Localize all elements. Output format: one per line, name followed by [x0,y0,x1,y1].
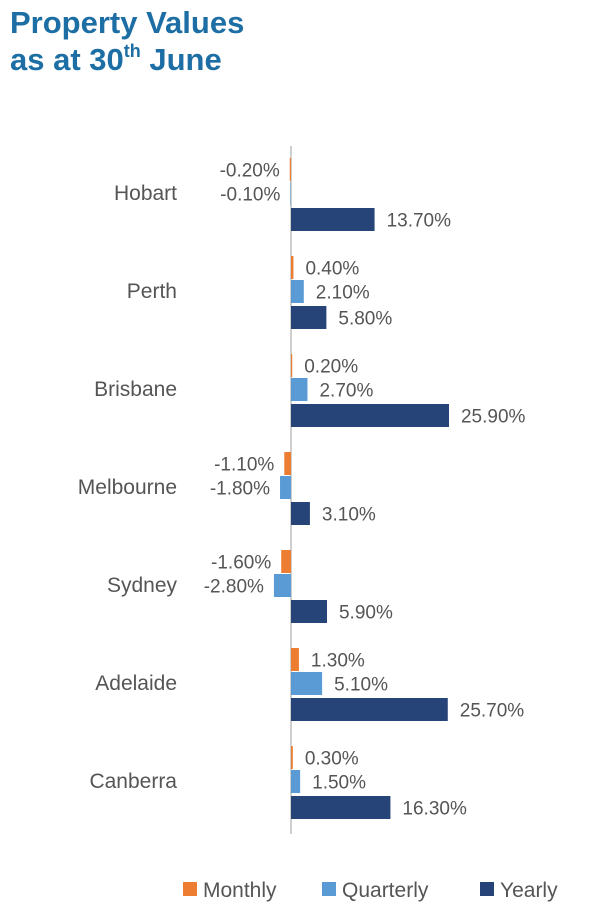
legend-label-yearly: Yearly [500,879,558,902]
data-label-yearly-adelaide: 25.70% [460,701,525,722]
bar-quarterly-brisbane [291,378,308,401]
legend-swatch-quarterly [322,882,336,896]
data-label-monthly-perth: 0.40% [305,259,359,280]
bar-monthly-perth [291,256,294,279]
bar-monthly-sydney [281,550,291,573]
bar-quarterly-sydney [273,574,291,597]
category-label-hobart: Hobart [114,182,177,205]
bar-yearly-hobart [291,208,375,231]
bar-quarterly-perth [291,280,304,303]
category-label-brisbane: Brisbane [94,378,177,401]
bar-yearly-canberra [291,796,391,819]
bar-monthly-canberra [291,746,293,769]
chart-title: Property Values as at 30th June [10,4,244,83]
bar-quarterly-canberra [291,770,301,793]
bar-yearly-melbourne [291,502,310,525]
bar-yearly-adelaide [291,698,448,721]
data-label-monthly-adelaide: 1.30% [311,651,365,672]
category-label-perth: Perth [127,280,177,303]
data-label-quarterly-melbourne: -1.80% [210,479,270,500]
category-label-sydney: Sydney [107,574,178,597]
data-label-yearly-perth: 5.80% [338,309,392,330]
data-label-quarterly-brisbane: 2.70% [319,381,373,402]
category-label-canberra: Canberra [89,770,177,793]
bar-quarterly-melbourne [280,476,291,499]
bar-monthly-hobart [289,158,291,181]
bar-yearly-sydney [291,600,327,623]
data-label-yearly-canberra: 16.30% [402,799,467,820]
bar-monthly-adelaide [291,648,299,671]
data-label-monthly-melbourne: -1.10% [214,455,274,476]
data-label-quarterly-canberra: 1.50% [312,773,366,794]
data-label-quarterly-adelaide: 5.10% [334,675,388,696]
legend-label-monthly: Monthly [203,879,277,902]
data-label-monthly-sydney: -1.60% [211,553,271,574]
data-label-yearly-brisbane: 25.90% [461,407,526,428]
bar-monthly-melbourne [284,452,291,475]
category-label-adelaide: Adelaide [95,672,177,695]
legend-swatch-monthly [183,882,197,896]
title-line-1: Property Values [10,5,245,40]
bar-quarterly-adelaide [291,672,323,695]
bar-yearly-perth [291,306,327,329]
legend-label-quarterly: Quarterly [342,879,429,902]
title-line-2-post: June [140,42,222,77]
category-label-melbourne: Melbourne [78,476,177,499]
data-label-quarterly-perth: 2.10% [316,283,370,304]
bar-monthly-brisbane [291,354,293,377]
data-label-yearly-hobart: 13.70% [387,211,452,232]
legend-swatch-yearly [480,882,494,896]
bar-quarterly-hobart [290,182,291,205]
title-line-2-pre: as at 30 [10,42,124,77]
bar-yearly-brisbane [291,404,449,427]
data-label-monthly-canberra: 0.30% [305,749,359,770]
data-label-monthly-brisbane: 0.20% [304,357,358,378]
data-label-yearly-sydney: 5.90% [339,603,393,624]
data-label-monthly-hobart: -0.20% [220,161,280,182]
title-superscript: th [123,41,141,61]
data-label-quarterly-sydney: -2.80% [204,577,264,598]
data-label-yearly-melbourne: 3.10% [322,505,376,526]
data-label-quarterly-hobart: -0.10% [220,185,280,206]
